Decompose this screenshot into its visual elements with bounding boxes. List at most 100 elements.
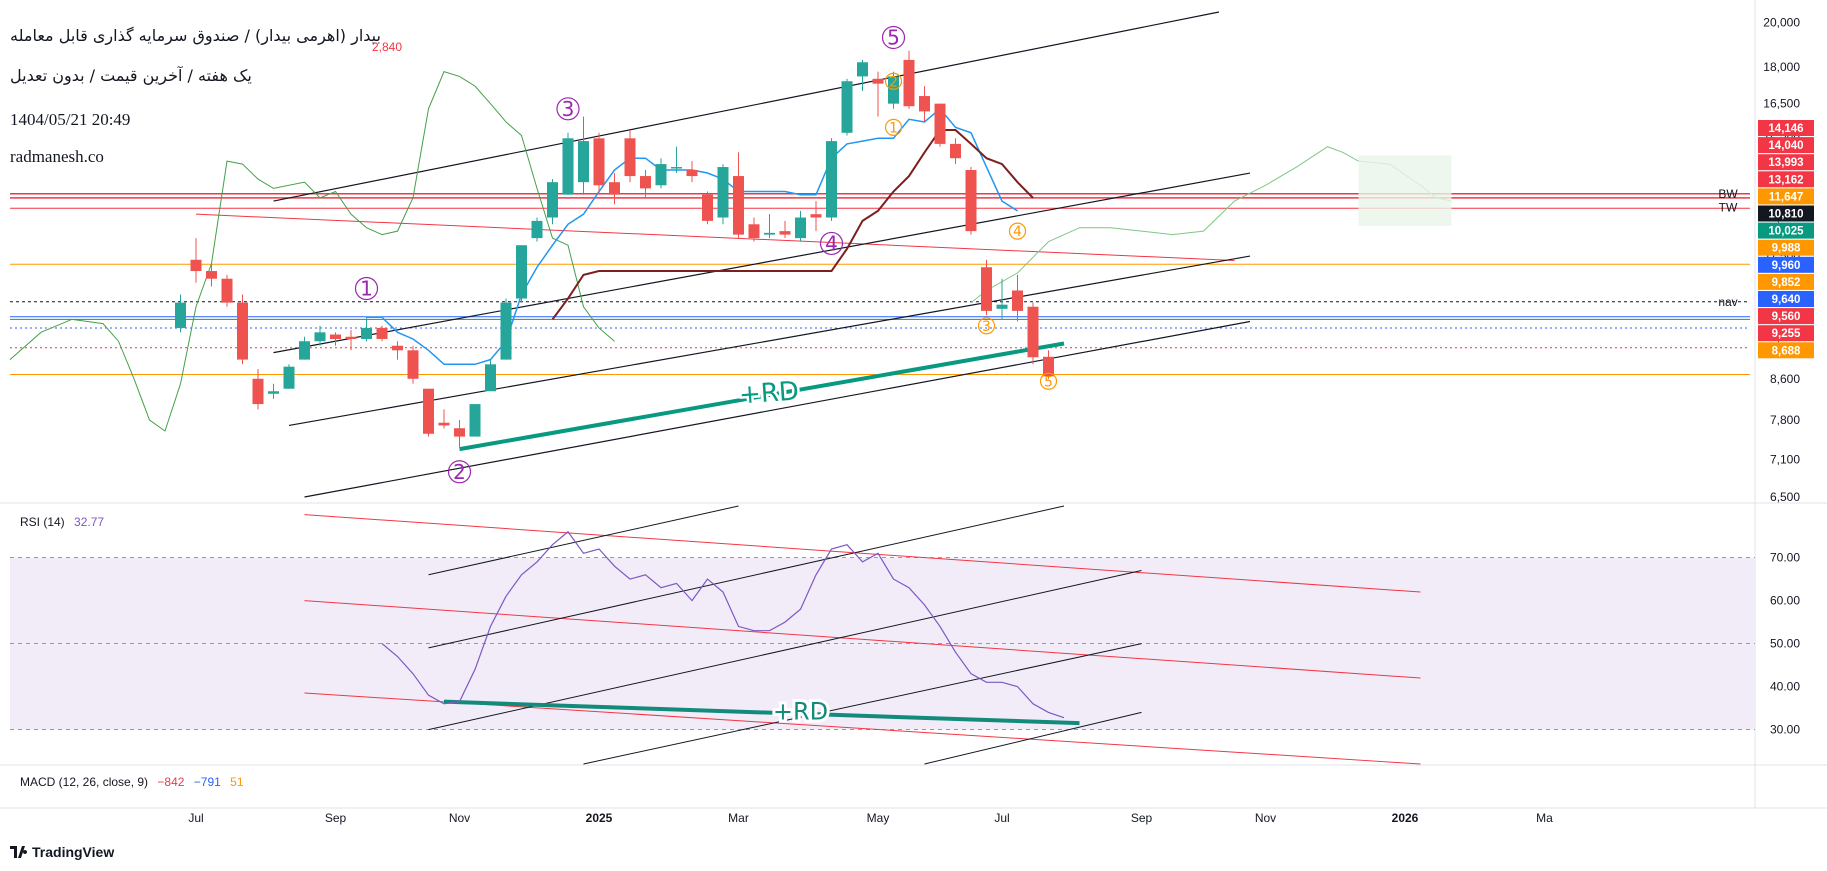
- tradingview-logo[interactable]: TradingView: [10, 844, 114, 860]
- candle-body-0: [175, 302, 186, 328]
- rsi-black-line-3: [428, 570, 1142, 731]
- website-label: radmanesh.co: [10, 147, 104, 166]
- price-tag-bg-1: [1758, 137, 1814, 154]
- candle-body-15: [407, 350, 419, 379]
- time-tick-10: Ma: [1536, 811, 1553, 825]
- candle-body-30: [640, 176, 651, 189]
- candle-body-26: [578, 141, 589, 183]
- candle-body-23: [531, 220, 543, 239]
- price-tag-11: 9,560: [1772, 311, 1801, 323]
- candle-body-9: [314, 332, 326, 342]
- wave-circle-8: [1008, 222, 1027, 240]
- channel-lower-line: [288, 255, 1251, 427]
- macd-legend[interactable]: MACD (12, 26, close, 9) −842 −791 51: [20, 775, 244, 789]
- candle-body-12: [361, 327, 372, 339]
- time-axis[interactable]: Jul Sep Nov 2025 Mar May Jul Sep Nov 2026 Ma: [188, 811, 1553, 825]
- candle-body-31: [655, 164, 667, 186]
- candle-body-20: [485, 364, 496, 392]
- time-tick-9: 2026: [1392, 811, 1419, 825]
- rsi-legend[interactable]: RSI (14) 32.77: [20, 515, 104, 529]
- candle-body-2: [206, 271, 217, 279]
- candle-body-34: [702, 194, 713, 221]
- level-name-2: BW: [1718, 187, 1738, 201]
- candle-body-25: [562, 138, 574, 195]
- price-tag-bg-10: [1758, 291, 1814, 307]
- rd-label-rsi: +RD: [773, 697, 828, 725]
- rsi-black-line-4: [583, 643, 1142, 765]
- time-tick-7: Sep: [1131, 811, 1153, 825]
- price-tag-bg-6: [1758, 222, 1814, 239]
- wave-label-5: 1: [889, 120, 898, 136]
- candle-body-33: [686, 170, 698, 177]
- candle-body-48: [919, 96, 930, 112]
- candle-body-56: [1043, 356, 1054, 377]
- macd-histogram-value: 51: [230, 775, 244, 789]
- candle-body-44: [857, 62, 868, 77]
- candle-body-16: [423, 388, 434, 434]
- rsi-tick-60: 60.00: [1770, 594, 1800, 608]
- candle-body-37: [748, 224, 760, 239]
- price-pane-overlays: +RD TW nav BW: [9, 11, 1750, 498]
- candle-body-39: [779, 231, 791, 235]
- candle-body-21: [500, 302, 512, 360]
- candle-body-3: [221, 278, 233, 303]
- rsi-black-line-1: [428, 505, 739, 576]
- wave-circle-5: [884, 118, 903, 136]
- rsi-tick-50: 50.00: [1770, 637, 1800, 651]
- price-tag-8: 9,960: [1772, 260, 1801, 272]
- wave-label-1: 2: [453, 460, 466, 484]
- price-tag-10: 9,640: [1772, 294, 1801, 306]
- candle-body-8: [299, 341, 310, 360]
- candle-body-22: [516, 245, 527, 299]
- price-tag-bg-5: [1758, 205, 1814, 222]
- price-tag-12: 9,255: [1772, 328, 1801, 340]
- price-axis[interactable]: 30.00 40.00 50.00 60.00 70.00 6,500 7,100 7,800…: [1758, 15, 1814, 737]
- price-tag-bg-3: [1758, 171, 1814, 188]
- candle-body-6: [268, 391, 279, 394]
- rsi-black-line-2: [428, 505, 1065, 649]
- projection-box: [1358, 155, 1452, 226]
- price-tick-0: 6,500: [1770, 490, 1800, 504]
- logo-text: TradingView: [32, 844, 115, 860]
- rsi-black-line-5: [924, 711, 1142, 765]
- rd-label-price: +RD: [738, 376, 800, 410]
- rsi-red-line-1: [304, 514, 1421, 593]
- rsi-pane: +RD: [10, 505, 1755, 765]
- green-indicator-line: [9, 71, 615, 432]
- time-tick-5: May: [867, 811, 890, 825]
- rsi-value: 32.77: [74, 515, 105, 529]
- price-tag-bg-11: [1758, 308, 1814, 325]
- candle-body-50: [950, 143, 961, 159]
- candlestick-series: [175, 50, 1054, 448]
- level-name-1: nav: [1718, 295, 1737, 309]
- candle-body-52: [981, 267, 992, 311]
- candle-body-51: [965, 170, 977, 232]
- candle-body-7: [283, 366, 295, 389]
- wave-label-4: 5: [887, 26, 900, 50]
- time-tick-8: Nov: [1255, 811, 1276, 825]
- candle-body-18: [454, 428, 465, 437]
- wave-circle-7: [977, 317, 996, 335]
- tradingview-logo-icon: [10, 846, 28, 858]
- candle-body-36: [733, 176, 744, 235]
- time-tick-4: Mar: [728, 811, 749, 825]
- time-tick-1: Sep: [325, 811, 347, 825]
- price-tick-2: 7,800: [1770, 413, 1800, 427]
- macd-value: −842: [157, 775, 185, 789]
- candle-body-13: [376, 327, 388, 339]
- wave-label-2: 3: [562, 97, 575, 121]
- rsi-rd-line: [443, 699, 1080, 726]
- channel-upper-line: [273, 11, 1220, 202]
- channel-mid-line: [273, 172, 1251, 354]
- price-tag-bg-0: [1758, 120, 1814, 136]
- price-tag-7: 9,988: [1772, 243, 1801, 255]
- candle-body-55: [1027, 306, 1039, 358]
- candle-body-40: [795, 217, 806, 239]
- candle-body-27: [593, 138, 605, 186]
- price-tick-10: 16,500: [1763, 97, 1800, 111]
- price-tag-5: 10,810: [1768, 209, 1803, 221]
- candle-body-49: [934, 103, 946, 144]
- candle-body-53: [996, 304, 1008, 309]
